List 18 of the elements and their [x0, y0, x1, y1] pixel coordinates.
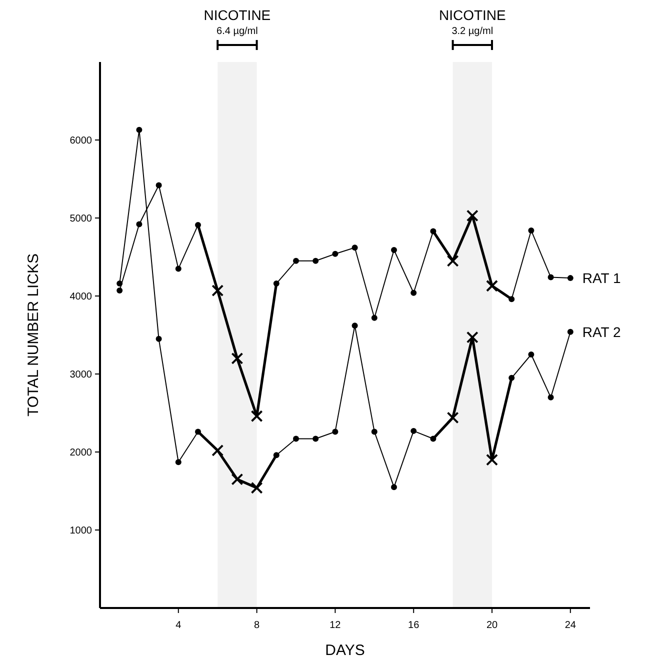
- y-tick-label: 5000: [70, 214, 92, 224]
- band-label: NICOTINE 3.2 µg/ml: [438, 7, 506, 37]
- series-label: RAT 2: [582, 324, 621, 340]
- y-tick-label: 6000: [70, 136, 92, 146]
- y-tick-label: 3000: [70, 370, 92, 380]
- y-tick-label: 1000: [70, 526, 92, 536]
- x-tick-label: 4: [176, 620, 182, 631]
- band-label: NICOTINE 6.4 µg/ml: [204, 7, 271, 37]
- y-tick-label: 2000: [70, 448, 92, 458]
- y-axis-title: TOTAL NUMBER LICKS: [25, 253, 42, 417]
- x-axis-title: DAYS: [325, 642, 365, 659]
- series-label: RAT 1: [582, 270, 621, 286]
- x-tick-label: 24: [564, 620, 576, 631]
- x-tick-label: 20: [486, 620, 498, 631]
- x-tick-label: 8: [254, 620, 260, 631]
- x-tick-label: 16: [408, 620, 420, 631]
- x-tick-label: 12: [330, 620, 342, 631]
- y-tick-label: 4000: [70, 292, 92, 302]
